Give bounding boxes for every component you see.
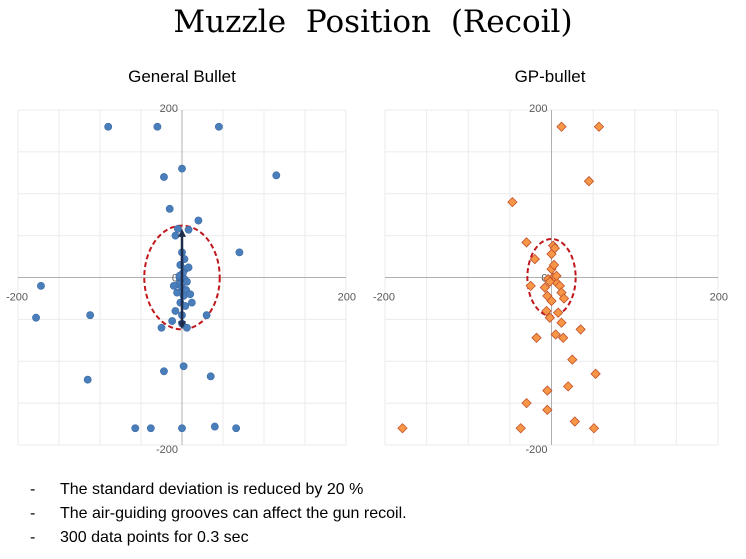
bullet-marker: - (30, 481, 36, 498)
data-point (83, 375, 92, 384)
data-point (32, 313, 40, 322)
data-point (557, 332, 569, 343)
highlight-ellipse (143, 224, 221, 331)
data-point (529, 253, 541, 265)
data-point (546, 248, 557, 260)
data-point (593, 121, 605, 132)
data-point (171, 307, 180, 315)
x-tick-label: 200 (338, 292, 356, 304)
data-point (153, 122, 162, 131)
data-point (37, 281, 45, 290)
data-point (165, 204, 174, 213)
data-point (173, 225, 182, 233)
x-tick-label: -200 (373, 292, 395, 304)
data-point (232, 424, 241, 433)
data-point (131, 424, 140, 433)
bullet-list: - The standard deviation is reduced by 20… (30, 478, 407, 550)
data-point (184, 263, 193, 272)
data-point (550, 329, 561, 340)
data-point (214, 122, 223, 131)
data-point (160, 173, 168, 181)
data-point (539, 282, 551, 293)
data-point (583, 176, 595, 187)
data-point (169, 281, 178, 290)
chart-title-general-bullet: General Bullet (128, 67, 236, 86)
data-point (575, 324, 586, 335)
data-point (179, 362, 188, 371)
data-point (558, 293, 570, 304)
data-point (187, 298, 196, 307)
data-point (146, 424, 155, 433)
chart-title-gp-bullet: GP-bullet (514, 67, 586, 86)
y-tick-label: 200 (529, 103, 547, 115)
y-tick-label: 0 (172, 273, 178, 285)
data-point (551, 270, 562, 281)
bullet-text: The air-guiding grooves can affect the g… (60, 505, 407, 522)
x-tick-label: 200 (710, 292, 728, 304)
bullet-item: - 300 data points for 0.3 sec (30, 526, 407, 550)
data-point (186, 290, 195, 299)
data-point (183, 277, 191, 286)
data-point (556, 317, 567, 328)
data-point (515, 423, 526, 434)
data-point (183, 323, 191, 332)
bullet-marker: - (30, 529, 36, 546)
data-point (590, 368, 601, 379)
data-point (541, 305, 552, 317)
data-point (168, 317, 177, 325)
data-point (521, 237, 532, 248)
data-point (272, 171, 281, 180)
general-bullet-scatter-plot: -200 200 200 0 -200 (6, 103, 356, 456)
data-point (567, 354, 578, 365)
data-point (544, 312, 556, 323)
data-point (235, 248, 244, 257)
data-point (588, 423, 600, 434)
y-tick-label: 200 (160, 103, 178, 115)
data-point (160, 367, 168, 376)
data-point (546, 295, 557, 307)
data-point (507, 196, 518, 208)
data-point (521, 397, 532, 409)
bullet-item: - The standard deviation is reduced by 20… (30, 478, 407, 502)
data-point (397, 423, 408, 434)
data-point (548, 259, 560, 271)
data-point (178, 164, 186, 173)
data-point (552, 307, 564, 318)
data-point (562, 381, 574, 392)
data-point (157, 323, 166, 332)
y-tick-label: -200 (525, 444, 547, 456)
data-point (544, 276, 556, 287)
data-point (184, 225, 193, 234)
y-tick-label: -200 (156, 444, 178, 456)
data-point (542, 385, 553, 396)
data-point (202, 311, 211, 320)
bullet-text: 300 data points for 0.3 sec (60, 529, 249, 546)
recoil-arrow-head-down (178, 321, 186, 330)
data-point (178, 424, 186, 433)
data-point (525, 280, 536, 292)
data-point (206, 372, 215, 381)
recoil-arrow-head-up (178, 228, 186, 237)
data-point (194, 216, 203, 225)
bullet-text: The standard deviation is reduced by 20 … (60, 481, 364, 498)
data-point (531, 332, 542, 343)
data-point (104, 122, 113, 131)
bullet-item: - The air-guiding grooves can affect the … (30, 502, 407, 526)
page-title: Muzzle Position (Recoil) (173, 4, 573, 40)
data-point (173, 288, 181, 297)
data-point (210, 422, 219, 431)
data-point (86, 311, 95, 320)
data-point (556, 121, 567, 132)
data-point (569, 416, 580, 427)
x-tick-label: -200 (6, 292, 28, 304)
bullet-marker: - (30, 505, 36, 522)
data-point (542, 404, 553, 415)
